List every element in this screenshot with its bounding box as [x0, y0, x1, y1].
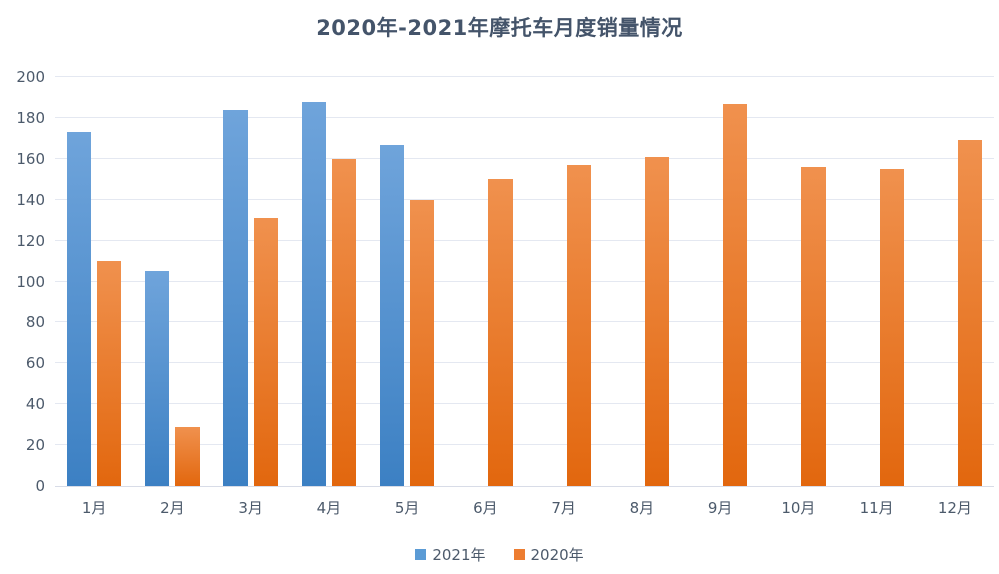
x-axis-label-9月: 9月 [707, 499, 733, 517]
legend-swatch-icon [513, 549, 525, 560]
gridline-120 [55, 239, 994, 241]
bar-2021年-1月 [66, 132, 92, 486]
bar-2020年-1月 [97, 261, 122, 486]
chart-legend: 2021年 2020年 [0, 544, 999, 565]
y-axis-label-60: 60 [25, 354, 45, 373]
bar-2021年-5月 [379, 144, 405, 486]
y-axis-label-100: 100 [16, 272, 45, 291]
x-axis-label-7月: 7月 [551, 499, 576, 517]
x-axis-label-10月: 10月 [781, 499, 816, 517]
legend-item-2021年: 2021年 [415, 544, 486, 565]
gridline-80 [55, 321, 994, 323]
gridline-140 [55, 198, 994, 200]
legend-label: 2020年 [530, 546, 584, 564]
bar-2020年-5月 [410, 199, 435, 486]
y-axis-label-80: 80 [25, 313, 45, 332]
y-axis-label-0: 0 [35, 477, 45, 495]
bar-2020年-9月 [723, 103, 748, 486]
bar-2020年-12月 [957, 140, 983, 486]
gridline-160 [55, 157, 994, 159]
x-axis-label-11月: 11月 [859, 499, 894, 517]
legend-swatch-icon [415, 549, 427, 560]
y-axis-label-160: 160 [16, 149, 45, 168]
gridline-0 [55, 486, 994, 487]
bar-2020年-3月 [253, 218, 278, 486]
y-axis-label-140: 140 [16, 190, 45, 209]
x-axis-label-12月: 12月 [937, 499, 972, 517]
y-axis-label-180: 180 [16, 108, 45, 127]
bar-2021年-4月 [301, 101, 326, 486]
y-axis-label-40: 40 [25, 395, 45, 414]
bar-2021年-2月 [145, 271, 170, 486]
chart-title: 2020年-2021年摩托车月度销量情况 [316, 16, 683, 40]
legend-item-2020年: 2020年 [513, 544, 584, 565]
gridline-40 [55, 403, 994, 405]
x-axis-label-4月: 4月 [316, 499, 342, 517]
bar-2020年-2月 [175, 426, 200, 486]
gridline-20 [55, 444, 994, 446]
x-axis-label-6月: 6月 [473, 499, 498, 517]
y-axis-label-20: 20 [25, 436, 45, 455]
gridline-200 [55, 76, 994, 77]
x-axis-label-2月: 2月 [160, 499, 185, 517]
bar-2020年-8月 [644, 156, 670, 486]
bar-2020年-10月 [801, 166, 826, 486]
legend-label: 2021年 [432, 546, 486, 564]
y-axis-label-200: 200 [16, 68, 45, 86]
gridline-100 [55, 280, 994, 282]
bar-2020年-11月 [879, 169, 904, 486]
gridline-60 [55, 362, 994, 364]
y-axis-label-120: 120 [16, 231, 45, 250]
plot-area [55, 76, 994, 487]
bar-2021年-3月 [223, 109, 248, 486]
x-axis-label-8月: 8月 [629, 499, 655, 517]
bar-2020年-7月 [566, 164, 591, 486]
gridline-180 [55, 116, 994, 118]
x-axis-label-1月: 1月 [81, 499, 107, 517]
x-axis-label-5月: 5月 [394, 499, 420, 517]
bar-2020年-6月 [488, 179, 513, 486]
x-axis-label-3月: 3月 [238, 499, 263, 517]
bar-2020年-4月 [331, 158, 357, 486]
